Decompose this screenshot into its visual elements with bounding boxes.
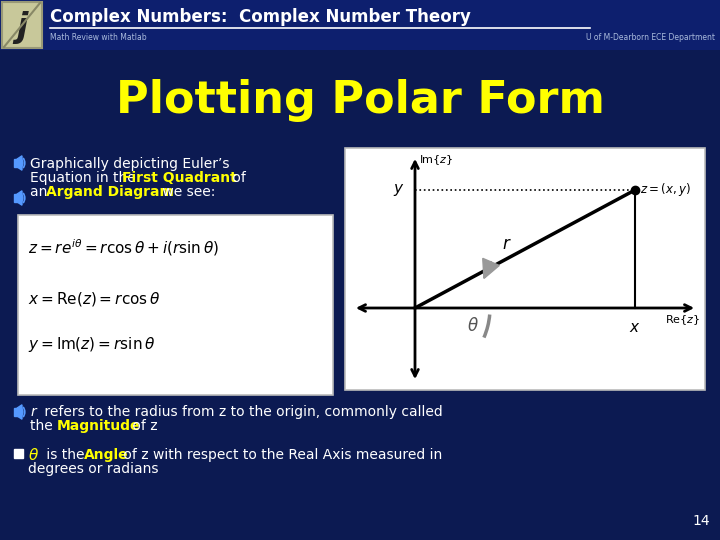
Text: U of M-Dearborn ECE Department: U of M-Dearborn ECE Department	[586, 33, 715, 42]
Polygon shape	[17, 191, 22, 205]
Bar	[0, 0, 720, 50]
Text: $y = \mathrm{Im}(z) = r\sin\theta$: $y = \mathrm{Im}(z) = r\sin\theta$	[28, 335, 156, 354]
Bar	[14, 194, 17, 202]
Text: Im$\{z\}$: Im$\{z\}$	[419, 153, 454, 167]
Text: refers to the radius from z to the origin, commonly called: refers to the radius from z to the origi…	[40, 405, 443, 419]
Bar	[18, 215, 333, 395]
Text: $\theta$: $\theta$	[28, 447, 39, 463]
Text: First Quadrant: First Quadrant	[122, 171, 237, 185]
Text: an: an	[30, 185, 52, 199]
Text: 14: 14	[693, 514, 710, 528]
Text: Angle: Angle	[84, 448, 129, 462]
Text: $x$: $x$	[629, 320, 641, 335]
Polygon shape	[17, 156, 22, 170]
Text: Math Review with Matlab: Math Review with Matlab	[50, 33, 147, 42]
Text: of z: of z	[128, 419, 158, 433]
Text: Graphically depicting Euler’s: Graphically depicting Euler’s	[30, 157, 230, 171]
Text: j: j	[17, 11, 28, 44]
Bar	[2, 2, 42, 48]
Text: Magnitude: Magnitude	[57, 419, 140, 433]
Text: of z with respect to the Real Axis measured in: of z with respect to the Real Axis measu…	[119, 448, 442, 462]
Bar	[14, 159, 17, 167]
Text: $z = re^{i\theta} = r\cos\theta + i(r\sin\theta)$: $z = re^{i\theta} = r\cos\theta + i(r\si…	[28, 237, 219, 258]
Text: the: the	[30, 419, 61, 433]
Bar	[345, 148, 705, 390]
Text: Equation in the: Equation in the	[30, 171, 140, 185]
Text: $z = (x, y)$: $z = (x, y)$	[640, 181, 690, 199]
Text: $y$: $y$	[393, 182, 405, 198]
Bar	[14, 408, 17, 416]
Text: $r$: $r$	[30, 405, 38, 419]
Polygon shape	[17, 405, 22, 419]
Text: $\theta$: $\theta$	[467, 317, 479, 335]
Text: Argand Diagram: Argand Diagram	[46, 185, 174, 199]
Text: $r$: $r$	[502, 235, 512, 253]
FancyArrow shape	[482, 258, 499, 279]
Text: $x = \mathrm{Re}(z) = r\cos\theta$: $x = \mathrm{Re}(z) = r\cos\theta$	[28, 290, 160, 308]
Text: Complex Numbers:  Complex Number Theory: Complex Numbers: Complex Number Theory	[50, 8, 471, 26]
Bar	[14, 449, 23, 458]
Text: we see:: we see:	[158, 185, 215, 199]
Text: of: of	[228, 171, 246, 185]
Text: is the: is the	[42, 448, 89, 462]
Text: Re$\{z\}$: Re$\{z\}$	[665, 313, 700, 327]
Text: degrees or radians: degrees or radians	[28, 462, 158, 476]
Text: Plotting Polar Form: Plotting Polar Form	[116, 78, 604, 122]
